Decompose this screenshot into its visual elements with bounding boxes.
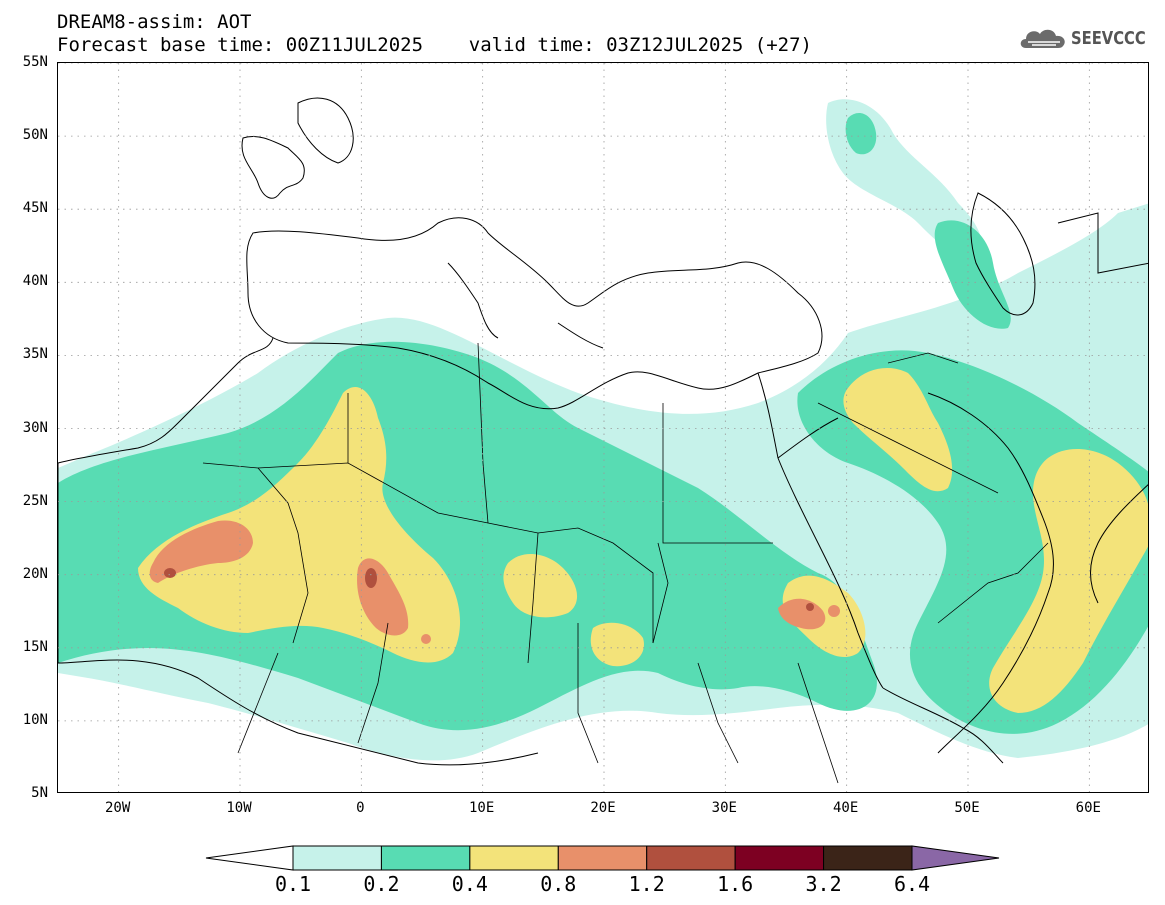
lon-tick-label: 50E <box>954 800 980 816</box>
lon-tick-label: 20W <box>105 800 131 816</box>
colorbar-swatch <box>646 845 736 871</box>
colorbar-tick-label: 6.4 <box>893 872 931 896</box>
aot-band-1-2 <box>164 568 814 611</box>
logo-text: SEEVCCC <box>1071 27 1146 49</box>
colorbar-swatch <box>380 845 471 871</box>
colorbar-tick-label: 0.2 <box>363 872 400 896</box>
title-line-1: DREAM8-assim: AOT <box>57 11 252 33</box>
lat-tick-label: 30N <box>22 419 48 436</box>
colorbar-over-triangle <box>911 845 1000 871</box>
colorbar-tick-label: 1.6 <box>717 872 754 896</box>
lat-tick-label: 10N <box>22 711 48 728</box>
colorbar-tick-label: 1.2 <box>628 872 665 896</box>
lon-tick-label: 60E <box>1075 800 1101 816</box>
colorbar-tick-label: 0.8 <box>540 872 577 896</box>
colorbar-swatch <box>734 845 825 871</box>
lat-tick-label: 40N <box>22 273 48 290</box>
colorbar-tick-label: 0.4 <box>451 872 488 896</box>
lat-tick-label: 25N <box>22 492 48 509</box>
colorbar-under-triangle <box>205 845 294 871</box>
lon-tick-label: 30E <box>711 800 737 816</box>
cloud-logo-icon <box>1020 29 1065 48</box>
colorbar-tick-label: 3.2 <box>805 872 842 896</box>
colorbar-tick-label: 0.1 <box>274 872 312 896</box>
lon-tick-label: 40E <box>833 800 859 816</box>
colorbar-swatch <box>557 845 648 871</box>
country-borders <box>202 342 1049 784</box>
aot-map <box>58 63 1148 792</box>
coastlines <box>58 97 1148 766</box>
lon-tick-label: 0 <box>356 800 365 816</box>
colorbar-swatch <box>292 845 382 871</box>
lat-tick-label: 20N <box>22 565 48 582</box>
map-panel <box>57 62 1149 793</box>
graticule <box>58 63 1148 792</box>
colorbar <box>205 845 1000 871</box>
lon-tick-label: 10E <box>469 800 495 816</box>
lat-tick-label: 55N <box>22 54 48 70</box>
colorbar-swatch <box>469 845 559 871</box>
lat-tick-label: 35N <box>22 346 48 363</box>
title-line-2: Forecast base time: 00Z11JUL2025 valid t… <box>57 34 812 56</box>
lat-tick-label: 5N <box>31 785 48 801</box>
lat-tick-label: 45N <box>22 200 48 217</box>
lat-tick-label: 15N <box>22 638 48 655</box>
colorbar-swatch <box>823 845 913 871</box>
lon-tick-label: 10W <box>226 800 252 816</box>
lat-tick-label: 50N <box>22 127 48 144</box>
seevccc-logo: SEEVCCC <box>1018 24 1162 52</box>
lon-tick-label: 20E <box>590 800 616 816</box>
